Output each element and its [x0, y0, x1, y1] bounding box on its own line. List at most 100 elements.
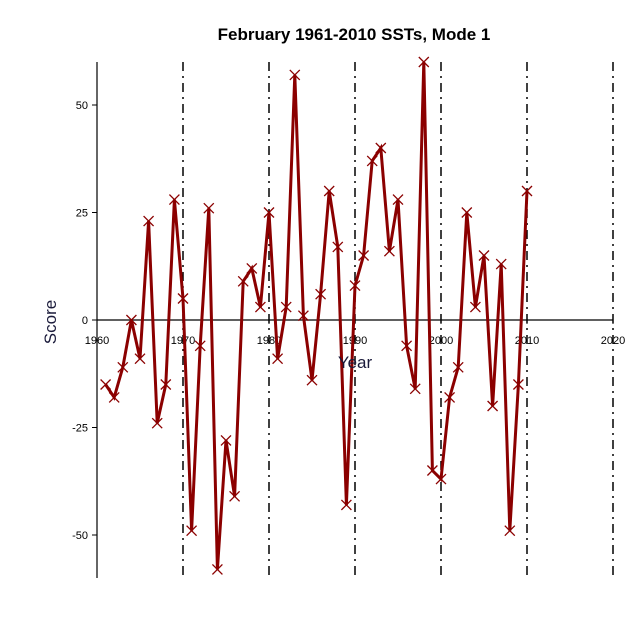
data-point — [306, 374, 318, 386]
point-marker — [203, 202, 215, 214]
x-axis-label: Year — [338, 353, 373, 372]
point-marker — [246, 262, 258, 274]
point-marker — [418, 56, 430, 68]
data-point — [220, 434, 232, 446]
chart-title: February 1961-2010 SSTs, Mode 1 — [218, 25, 491, 44]
point-marker — [332, 241, 344, 253]
point-marker — [358, 250, 370, 261]
x-tick-label: 1960 — [85, 335, 109, 347]
data-point — [444, 391, 456, 403]
x-tick-label: 1970 — [171, 335, 195, 347]
x-tick-label: 1990 — [343, 335, 367, 347]
point-marker — [108, 391, 120, 403]
point-marker — [401, 340, 413, 352]
point-marker — [426, 465, 438, 476]
point-marker — [168, 194, 180, 206]
point-marker — [435, 473, 447, 485]
point-marker — [487, 400, 499, 412]
point-marker — [452, 361, 464, 373]
data-point — [461, 207, 473, 218]
data-point — [297, 310, 309, 322]
y-tick-label: 50 — [76, 100, 88, 112]
point-marker — [392, 194, 404, 206]
data-point — [151, 417, 163, 429]
y-axis-label: Score — [41, 300, 60, 344]
data-point — [358, 250, 370, 261]
data-point — [375, 142, 387, 154]
point-marker — [254, 301, 266, 313]
y-tick-label: -50 — [72, 530, 88, 542]
point-marker — [229, 490, 241, 502]
point-marker — [349, 280, 361, 292]
point-marker — [143, 215, 155, 227]
point-marker — [134, 353, 146, 365]
point-marker — [315, 288, 327, 300]
point-marker — [521, 185, 533, 197]
point-marker — [194, 340, 206, 352]
point-marker — [495, 258, 507, 270]
data-point — [392, 194, 404, 206]
point-marker — [211, 563, 223, 575]
data-point — [349, 280, 361, 292]
data-point — [383, 245, 395, 257]
y-tick-label: -25 — [72, 423, 88, 435]
data-point — [134, 353, 146, 365]
point-marker — [409, 383, 421, 395]
point-marker — [444, 391, 456, 403]
point-marker — [504, 525, 516, 537]
y-tick-label: 0 — [82, 315, 88, 327]
point-marker — [461, 207, 473, 218]
data-point — [211, 563, 223, 575]
data-point — [504, 525, 516, 537]
point-marker — [160, 379, 172, 390]
data-point — [435, 473, 447, 485]
point-marker — [469, 301, 481, 313]
point-marker — [220, 434, 232, 446]
data-point — [272, 353, 284, 365]
data-point — [160, 379, 172, 390]
data-point — [229, 490, 241, 502]
data-point — [495, 258, 507, 270]
data-point — [332, 241, 344, 253]
point-marker — [289, 69, 301, 81]
data-point — [125, 314, 137, 326]
data-point — [418, 56, 430, 68]
data-point — [254, 301, 266, 313]
y-tick-label: 25 — [76, 208, 88, 220]
point-marker — [306, 374, 318, 386]
data-point — [401, 340, 413, 352]
point-marker — [100, 379, 112, 390]
point-marker — [263, 207, 275, 218]
point-marker — [186, 525, 198, 537]
data-point — [263, 207, 275, 218]
point-marker — [478, 250, 490, 261]
point-marker — [151, 417, 163, 429]
point-marker — [272, 353, 284, 365]
point-marker — [366, 155, 378, 167]
point-marker — [117, 361, 129, 373]
x-tick-label: 2000 — [429, 335, 453, 347]
point-marker — [177, 293, 189, 304]
data-point — [452, 361, 464, 373]
point-marker — [125, 314, 137, 326]
data-point — [323, 185, 335, 197]
point-marker — [280, 301, 292, 313]
series-line — [104, 61, 529, 570]
point-marker — [237, 275, 249, 287]
data-point — [340, 499, 352, 511]
data-point — [143, 215, 155, 227]
x-tick-label: 2010 — [515, 335, 539, 347]
data-point — [108, 391, 120, 403]
data-point — [194, 340, 206, 352]
data-point — [521, 185, 533, 197]
series — [100, 56, 533, 575]
point-marker — [512, 379, 524, 390]
data-point — [478, 250, 490, 261]
point-marker — [323, 185, 335, 197]
data-point — [366, 155, 378, 167]
data-point — [117, 361, 129, 373]
data-point — [289, 69, 301, 81]
data-point — [280, 301, 292, 313]
point-marker — [383, 245, 395, 257]
